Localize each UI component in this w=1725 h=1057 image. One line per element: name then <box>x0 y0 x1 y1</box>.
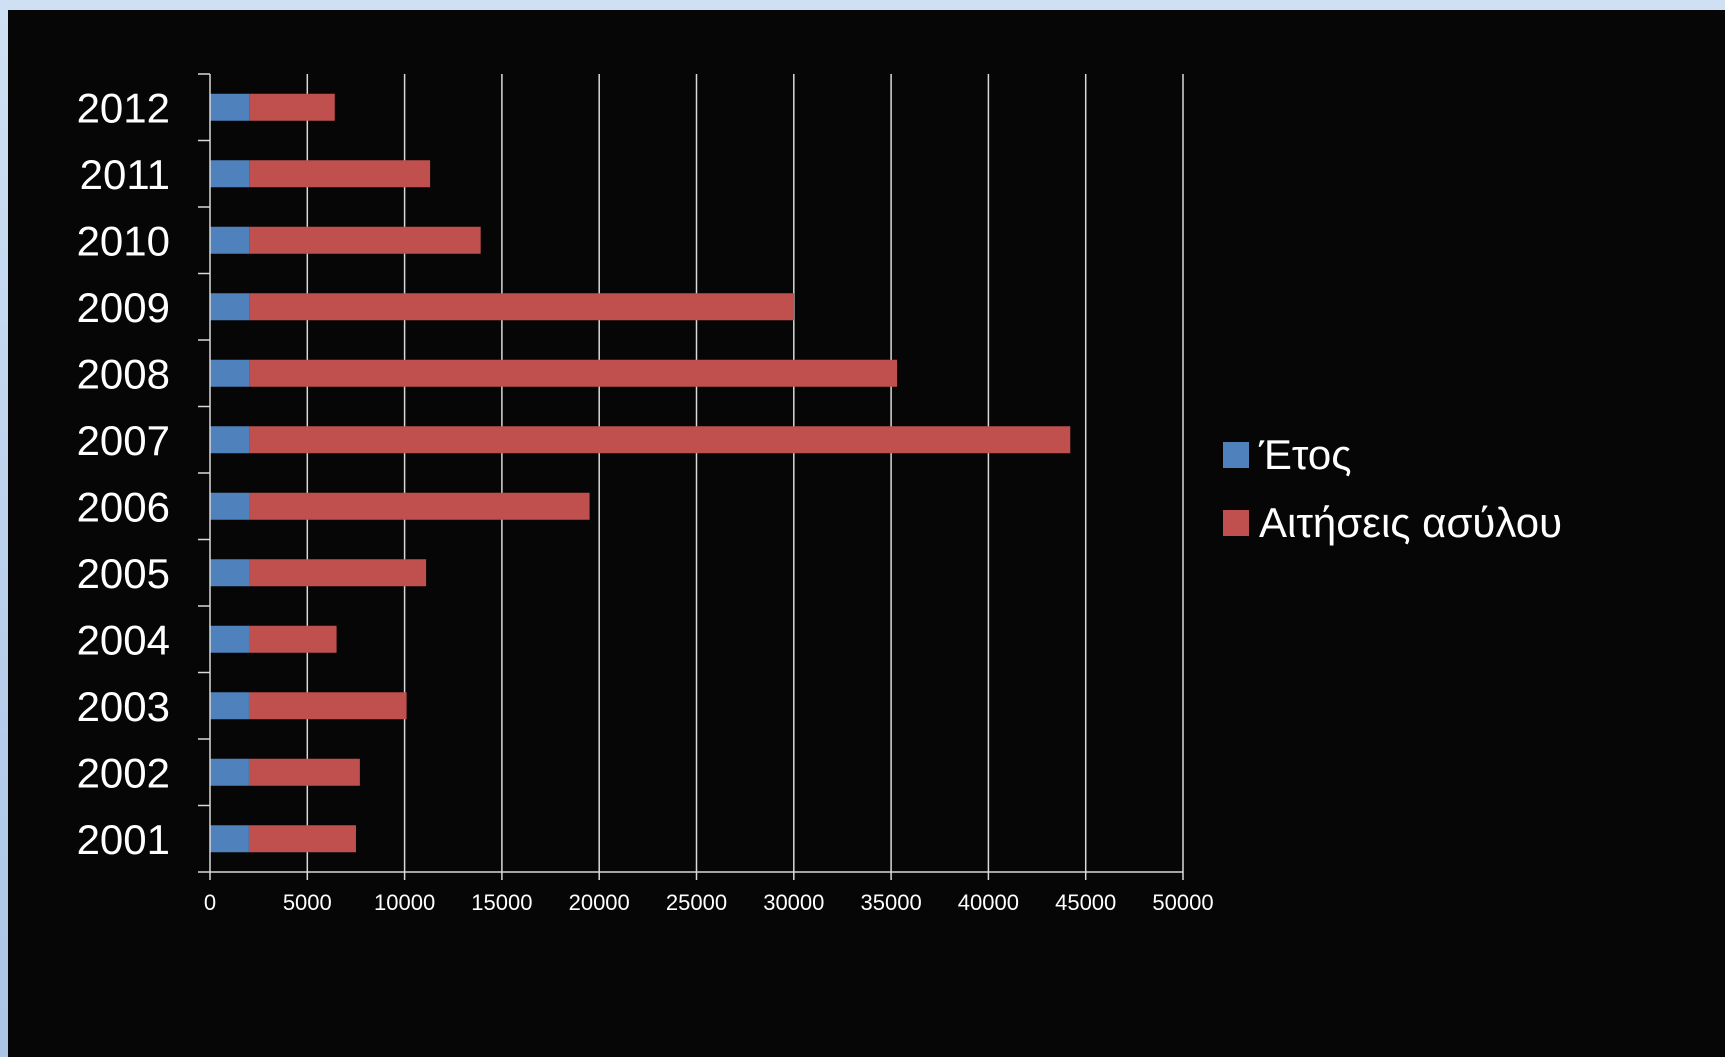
bar-asylum-applications-2008 <box>249 359 898 387</box>
legend-swatch <box>1223 442 1249 468</box>
bar-asylum-applications-2011 <box>249 160 431 188</box>
bar-asylum-applications-2006 <box>249 492 590 520</box>
bar-asylum-applications-2003 <box>248 692 407 720</box>
y-axis-labels: 2012 2011 2010 2009 2008 2007 2006 2005 2004 2003… <box>77 84 170 863</box>
legend-swatch <box>1223 510 1249 536</box>
bar-year-2007 <box>210 426 250 454</box>
y-tick-label: 2004 <box>77 616 170 663</box>
y-tick-label: 2005 <box>77 550 170 597</box>
bar-asylum-applications-2001 <box>248 825 356 853</box>
y-tick-label: 2006 <box>77 483 170 530</box>
bar-asylum-applications-2009 <box>249 293 794 321</box>
x-tick-label: 30000 <box>763 890 824 915</box>
y-tick-label: 2012 <box>77 84 170 131</box>
x-tick-label: 25000 <box>666 890 727 915</box>
y-tick-label: 2002 <box>77 749 170 796</box>
bar-year-2011 <box>210 160 250 188</box>
x-tick-label: 10000 <box>374 890 435 915</box>
bar-asylum-applications-2007 <box>249 426 1071 454</box>
bar-chart: 2012 2011 2010 2009 2008 2007 2006 2005 2004 2003… <box>77 73 1562 915</box>
x-tick-label: 50000 <box>1152 890 1213 915</box>
y-tick-label: 2011 <box>80 151 170 198</box>
y-tick-label: 2008 <box>77 350 170 397</box>
y-tick-label: 2009 <box>77 284 170 331</box>
x-tick-label: 45000 <box>1055 890 1116 915</box>
bar-asylum-applications-2002 <box>248 758 360 786</box>
bar-year-2005 <box>210 559 250 587</box>
y-tick-label: 2001 <box>77 816 170 863</box>
bar-year-2010 <box>210 226 250 254</box>
bar-year-2002 <box>210 758 249 786</box>
axes <box>198 73 1184 880</box>
chart-frame: 2012 2011 2010 2009 2008 2007 2006 2005 2004 2003… <box>8 10 1725 1057</box>
x-tick-label: 5000 <box>283 890 332 915</box>
y-tick-label: 2010 <box>77 217 170 264</box>
bar-year-2003 <box>210 692 249 720</box>
bar-asylum-applications-2010 <box>249 226 481 254</box>
legend: Έτος Αιτήσεις ασύλου <box>1223 431 1562 546</box>
x-tick-label: 40000 <box>958 890 1019 915</box>
gridlines <box>306 74 1184 872</box>
x-tick-label: 15000 <box>471 890 532 915</box>
x-tick-label: 20000 <box>569 890 630 915</box>
bar-asylum-applications-2005 <box>249 559 427 587</box>
x-axis-labels: 0 5000 10000 15000 20000 25000 30000 35000 40000… <box>204 890 1214 915</box>
bar-year-2009 <box>210 293 250 321</box>
x-tick-label: 35000 <box>861 890 922 915</box>
x-tick-label: 0 <box>204 890 216 915</box>
bar-year-2008 <box>210 359 250 387</box>
bar-asylum-applications-2004 <box>248 625 337 653</box>
bar-year-2001 <box>210 825 249 853</box>
bar-year-2004 <box>210 625 249 653</box>
bar-asylum-applications-2012 <box>249 93 335 121</box>
bar-year-2012 <box>210 93 250 121</box>
legend-label: Αιτήσεις ασύλου <box>1259 499 1562 546</box>
y-tick-label: 2007 <box>77 417 170 464</box>
bar-year-2006 <box>210 492 250 520</box>
bars <box>210 93 1071 853</box>
legend-label: Έτος <box>1258 431 1352 478</box>
y-tick-label: 2003 <box>77 683 170 730</box>
